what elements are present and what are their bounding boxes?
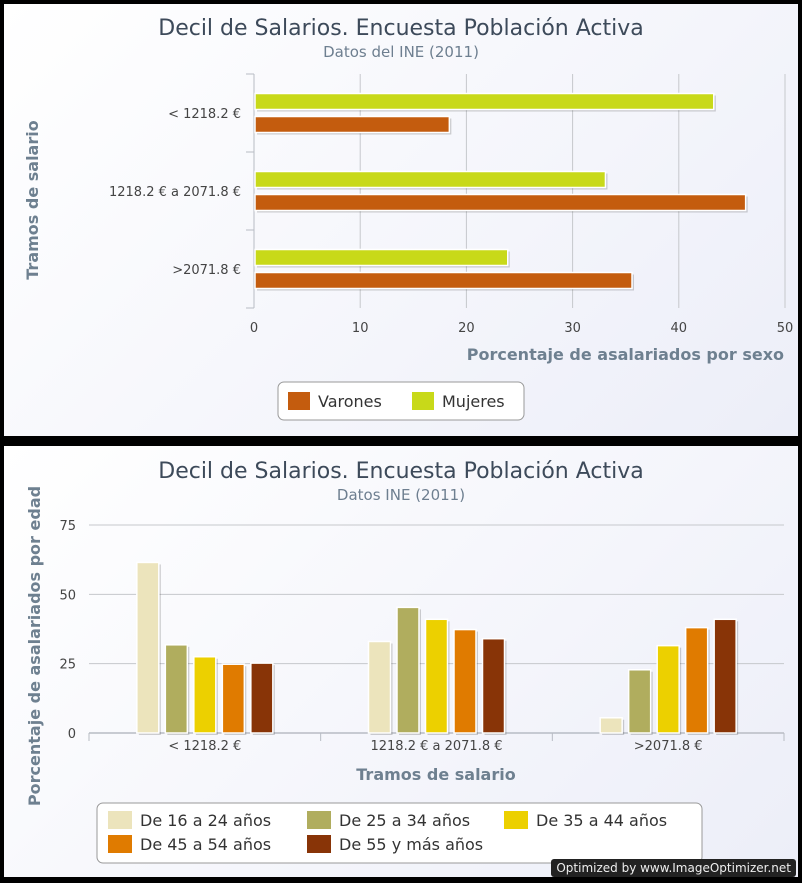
y-axis-title: Tramos de salario [23, 120, 42, 279]
bar-series0-cat1 [367, 640, 392, 734]
bar-series2-cat2 [656, 644, 680, 734]
watermark-label: Optimized by www.ImageOptimizer.net [551, 859, 796, 877]
bar-series1-cat1 [396, 606, 420, 734]
legend-label-1: De 25 a 34 años [339, 811, 470, 830]
bar-series4-cat0 [250, 662, 274, 734]
x-tick-label: 50 [777, 321, 794, 336]
x-axis-title: Porcentaje de asalariados por sexo [467, 345, 784, 364]
bar-varones-1 [254, 193, 747, 212]
bar-series0-cat2 [599, 716, 623, 734]
legend-box: Varones Mujeres [277, 381, 525, 421]
x-tick-label: >2071.8 € [634, 739, 703, 754]
bar-varones-2 [254, 271, 633, 290]
chart-title: Decil de Salarios. Encuesta Población Ac… [158, 459, 643, 484]
bar-mujeres-0 [254, 92, 715, 111]
x-tick-label: 40 [671, 321, 688, 336]
legend-label-0: De 16 a 24 años [140, 811, 271, 830]
bar-series0-cat0 [136, 561, 160, 734]
chart-panel-age: Decil de Salarios. Encuesta Población Ac… [4, 446, 798, 877]
y-tick-label: 25 [59, 658, 76, 673]
legend-swatch-mujeres [412, 392, 434, 410]
x-axis-title: Tramos de salario [356, 765, 515, 784]
y-tick-label: >2071.8 € [172, 263, 241, 278]
x-tick-label: 30 [564, 321, 581, 336]
legend-swatch-varones [288, 392, 310, 410]
y-tick-label: 50 [59, 588, 76, 603]
bar-chart-sex: Decil de Salarios. Encuesta Población Ac… [23, 16, 794, 421]
x-tick-label: 1218.2 € a 2071.8 € [370, 739, 502, 754]
bar-series3-cat1 [453, 628, 477, 734]
legend-swatch-2 [504, 811, 528, 829]
bars-group [136, 561, 739, 735]
legend-swatch-3 [108, 835, 132, 853]
legend-swatch-0 [108, 811, 132, 829]
legend-label-3: De 45 a 54 años [140, 835, 271, 854]
y-tick-label: 0 [68, 727, 76, 742]
legend-swatch-4 [307, 835, 331, 853]
y-tick-label: 1218.2 € a 2071.8 € [109, 185, 241, 200]
y-tick-label: 75 [59, 519, 76, 534]
chart-subtitle: Datos INE (2011) [337, 486, 465, 504]
bar-chart-age: Decil de Salarios. Encuesta Población Ac… [25, 459, 785, 864]
bar-series4-cat2 [713, 618, 737, 734]
x-tick-label: 0 [250, 321, 258, 336]
legend-box: De 16 a 24 años De 25 a 34 años De 35 a 44… [96, 802, 703, 864]
legend-label-2: De 35 a 44 años [536, 811, 667, 830]
bar-series4-cat1 [481, 637, 506, 734]
bar-mujeres-1 [254, 170, 607, 189]
y-tick-label: < 1218.2 € [168, 107, 241, 122]
bar-varones-0 [254, 115, 451, 134]
bar-series2-cat0 [193, 655, 217, 734]
x-tick-label: 10 [352, 321, 369, 336]
bar-series1-cat2 [627, 669, 652, 734]
bars-group [254, 92, 748, 291]
chart-subtitle: Datos del INE (2011) [323, 43, 479, 61]
bar-series2-cat1 [424, 618, 449, 734]
chart-title: Decil de Salarios. Encuesta Población Ac… [158, 16, 643, 41]
legend-label-varones: Varones [318, 392, 382, 411]
bar-series3-cat0 [221, 663, 246, 734]
bar-series1-cat0 [164, 644, 189, 734]
legend-frame [96, 802, 703, 864]
y-axis-title: Porcentaje de asalariados por edad [25, 486, 44, 806]
legend-label-mujeres: Mujeres [442, 392, 505, 411]
bar-mujeres-2 [254, 248, 509, 267]
legend-label-4: De 55 y más años [339, 835, 483, 854]
legend-frame [277, 381, 525, 421]
legend-swatch-1 [307, 811, 331, 829]
chart-panel-sex: Decil de Salarios. Encuesta Población Ac… [4, 4, 798, 436]
x-tick-label: 20 [458, 321, 475, 336]
x-tick-label: < 1218.2 € [168, 739, 241, 754]
bar-series3-cat2 [684, 626, 709, 734]
